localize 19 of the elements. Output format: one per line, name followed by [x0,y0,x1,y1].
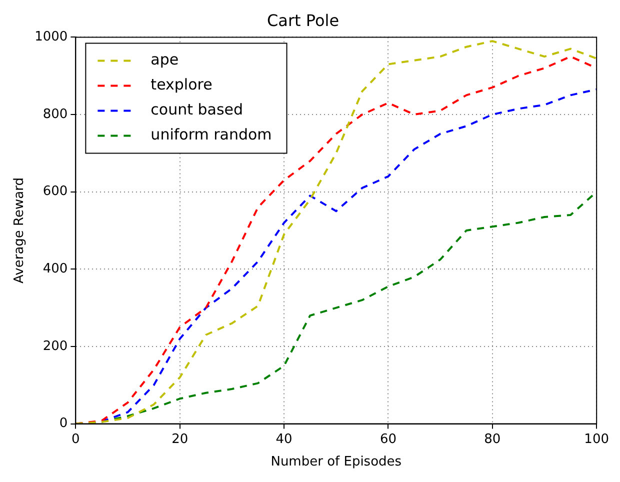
y-axis-title: Average Reward [12,178,28,284]
x-tick-label: 0 [72,432,80,447]
x-tick-label: 100 [584,432,610,447]
legend-label: count based [150,100,244,119]
y-tick-label: 1000 [34,30,68,45]
legend-label: uniform random [150,126,272,144]
x-tick-label: 80 [484,432,501,447]
y-tick-label: 200 [42,338,68,354]
y-tick-label: 800 [42,106,68,122]
x-tick-label: 40 [276,432,292,447]
x-axis-title: Number of Episodes [270,454,402,470]
legend-label: texplore [150,76,212,94]
legend-label: ape [150,50,179,69]
y-tick-label: 600 [42,184,68,200]
x-tick-label: 60 [380,432,397,447]
y-tick-label: 0 [59,416,68,432]
y-tick-label: 400 [42,262,68,277]
chart-title: Cart Pole [266,10,340,30]
x-tick-label: 20 [172,432,188,447]
